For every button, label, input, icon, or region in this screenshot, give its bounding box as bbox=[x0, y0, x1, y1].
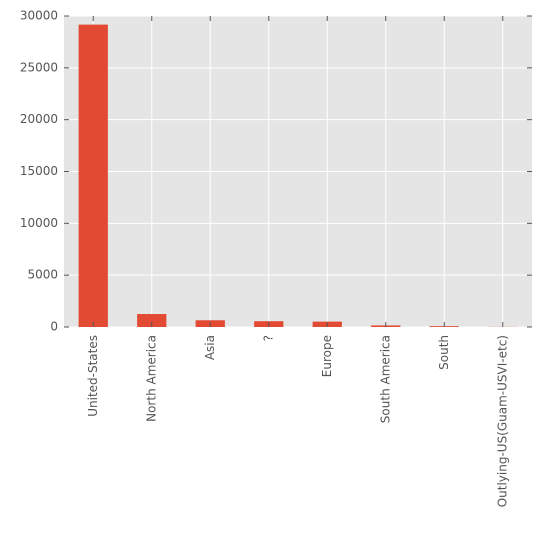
bar bbox=[79, 25, 108, 327]
x-tick-label: United-States bbox=[86, 335, 100, 417]
x-tick-label: ? bbox=[261, 335, 275, 341]
x-tick-label: South bbox=[437, 335, 451, 370]
y-tick-label: 10000 bbox=[20, 216, 58, 230]
y-tick-label: 5000 bbox=[27, 268, 58, 282]
x-tick-label: Europe bbox=[320, 335, 334, 377]
y-tick-label: 20000 bbox=[20, 112, 58, 126]
x-tick-label: North America bbox=[144, 335, 158, 422]
y-tick-label: 15000 bbox=[20, 164, 58, 178]
y-tick-label: 30000 bbox=[20, 9, 58, 23]
y-tick-label: 0 bbox=[50, 320, 58, 334]
x-tick-label: Outlying-US(Guam-USVI-etc) bbox=[495, 335, 509, 507]
y-tick-label: 25000 bbox=[20, 60, 58, 74]
x-tick-label: Asia bbox=[203, 335, 217, 360]
x-tick-label: South America bbox=[378, 335, 392, 423]
